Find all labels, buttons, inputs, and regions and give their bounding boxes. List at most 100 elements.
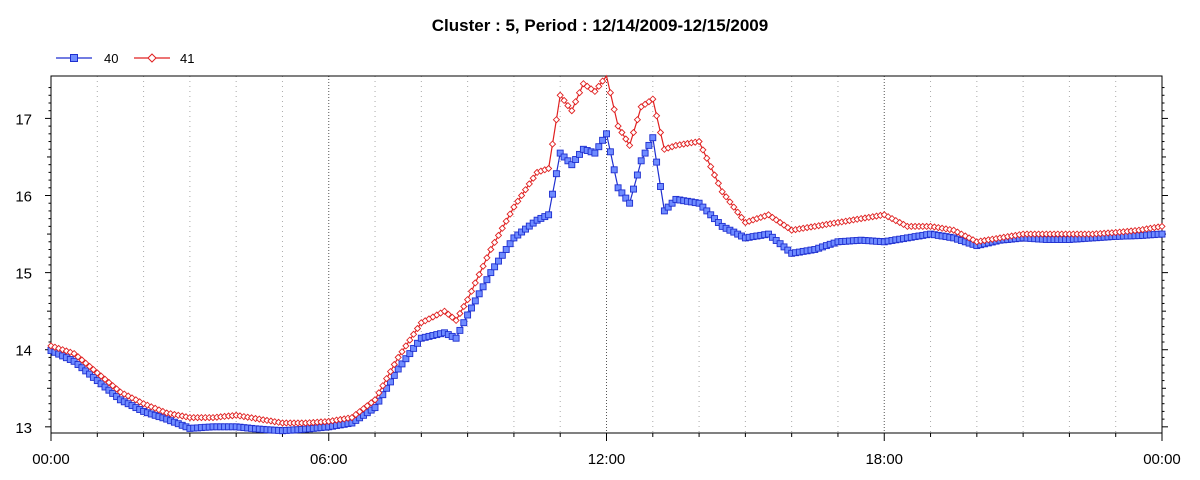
data-point-40	[653, 158, 661, 166]
data-point-41	[595, 82, 603, 90]
data-point-41	[367, 399, 375, 407]
data-point-40	[703, 207, 711, 215]
data-point-40	[606, 148, 614, 156]
data-point-41	[490, 238, 499, 247]
data-point-40	[660, 207, 668, 215]
data-point-41	[74, 353, 82, 361]
data-point-41	[467, 287, 476, 295]
data-point-41	[375, 389, 383, 397]
data-point-41	[606, 89, 615, 97]
data-point-41	[695, 137, 703, 146]
data-point-41	[352, 410, 360, 419]
data-point-41	[575, 89, 584, 97]
data-point-41	[1158, 222, 1166, 231]
data-point-40	[545, 211, 553, 219]
data-point-40	[707, 211, 715, 219]
data-point-40	[1158, 230, 1166, 238]
data-point-41	[105, 378, 113, 387]
data-point-41	[78, 356, 86, 364]
data-point-41	[93, 369, 101, 377]
data-point-41	[448, 313, 456, 321]
legend-marker-40	[70, 54, 78, 62]
data-point-41	[591, 87, 599, 96]
data-point-40	[487, 269, 495, 277]
data-point-41	[730, 203, 738, 211]
data-point-41	[703, 154, 711, 162]
data-point-40	[371, 404, 379, 412]
series-40	[47, 130, 1166, 435]
data-point-41	[506, 210, 514, 218]
data-point-41	[487, 245, 495, 254]
data-point-41	[456, 309, 464, 318]
data-point-41	[737, 213, 746, 222]
data-point-40	[599, 136, 607, 144]
data-point-40	[390, 371, 398, 379]
data-point-40	[460, 319, 468, 327]
data-point-40	[695, 199, 703, 207]
data-point-40	[614, 184, 622, 192]
data-point-41	[560, 96, 568, 105]
data-point-41	[413, 324, 422, 333]
data-point-41	[517, 191, 526, 200]
x-tick-label: 00:00	[32, 451, 70, 468]
data-point-41	[614, 122, 622, 130]
data-point-41	[699, 146, 707, 154]
data-point-40	[556, 149, 564, 157]
data-point-41	[502, 217, 510, 225]
data-point-41	[460, 302, 468, 311]
data-point-40	[649, 134, 657, 142]
data-point-40	[402, 355, 410, 363]
data-point-41	[568, 107, 576, 115]
data-point-41	[479, 262, 487, 270]
data-point-41	[97, 372, 105, 380]
data-point-40	[657, 183, 664, 190]
data-point-40	[645, 141, 653, 149]
data-point-41	[544, 164, 553, 173]
x-axis: 00:00 06:00 12:00 18:00 00:00	[32, 433, 1181, 468]
data-point-41	[564, 101, 572, 110]
data-point-40	[471, 297, 479, 305]
data-point-40	[603, 130, 610, 138]
chart-title: Cluster : 5, Period : 12/14/2009-12/15/2…	[432, 16, 768, 35]
data-point-41	[610, 105, 618, 114]
data-point-41	[514, 197, 522, 205]
data-point-40	[410, 344, 418, 352]
data-point-40	[394, 365, 402, 373]
data-point-41	[382, 374, 391, 383]
data-point-41	[70, 349, 78, 358]
data-point-41	[510, 203, 518, 211]
y-tick-label: 15	[15, 266, 32, 283]
x-tick-label: 12:00	[588, 451, 626, 468]
data-point-41	[348, 413, 356, 422]
data-point-41	[371, 396, 379, 404]
y-tick-label: 16	[15, 189, 32, 206]
data-point-41	[355, 408, 364, 416]
data-point-40	[464, 311, 472, 319]
data-point-41	[483, 254, 491, 262]
data-point-40	[711, 215, 718, 223]
x-tick-label: 00:00	[1143, 451, 1181, 468]
data-point-41	[440, 307, 449, 315]
data-point-40	[498, 251, 506, 259]
data-point-40	[495, 257, 502, 265]
data-point-41	[556, 91, 564, 99]
data-point-40	[568, 161, 576, 169]
data-point-40	[406, 350, 414, 358]
data-point-41	[444, 310, 452, 318]
data-point-41	[521, 186, 530, 194]
data-point-40	[502, 246, 510, 253]
data-point-40	[475, 290, 483, 298]
y-tick-label: 14	[15, 343, 32, 360]
series-41	[47, 74, 1166, 427]
data-point-41	[406, 336, 414, 344]
data-point-41	[656, 128, 665, 137]
data-point-40	[483, 276, 491, 284]
data-point-41	[379, 382, 387, 390]
data-point-41	[386, 367, 395, 376]
series-group	[47, 74, 1166, 435]
data-point-41	[89, 365, 98, 374]
data-point-40	[576, 150, 583, 158]
data-point-40	[622, 194, 630, 202]
grid	[96, 76, 1117, 433]
